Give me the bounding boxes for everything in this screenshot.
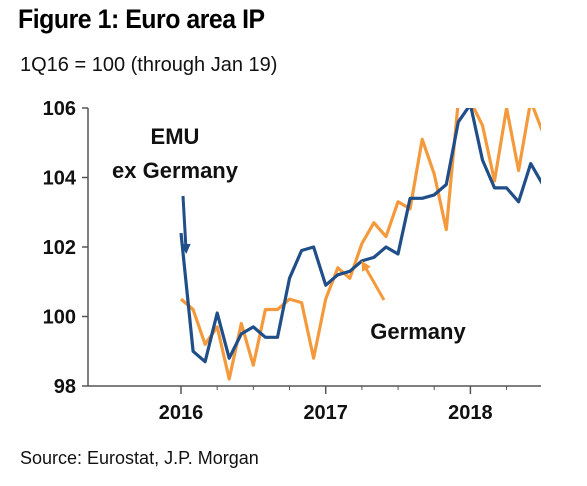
y-tick-label: 102 [43, 237, 76, 259]
y-tick-label: 106 [43, 98, 76, 120]
annotation-emu-line1: EMU [151, 124, 200, 149]
x-tick-label: 2017 [303, 402, 348, 424]
series-line-germany [179, 108, 541, 381]
source-note: Source: Eurostat, J.P. Morgan [20, 448, 259, 468]
y-tick-label: 98 [54, 376, 76, 398]
chart-subtitle: 1Q16 = 100 (through Jan 19) [20, 54, 278, 76]
x-tick-label: 2016 [159, 402, 204, 424]
annotations: EMU ex Germany Germany [112, 124, 466, 344]
chart-title: Figure 1: Euro area IP [18, 4, 265, 34]
annotation-germany-arrow [361, 260, 386, 301]
y-tick-label: 104 [43, 168, 77, 190]
series-line-emu-ex-germany [179, 108, 541, 364]
x-tick-label: 2018 [448, 402, 493, 424]
annotation-emu-arrow [180, 195, 191, 254]
axes: 981001021041062016201720182019 [43, 98, 541, 424]
annotation-germany: Germany [370, 319, 466, 344]
y-tick-label: 100 [43, 307, 76, 329]
series-layer [179, 108, 541, 381]
annotation-emu-line2: ex Germany [112, 158, 239, 183]
